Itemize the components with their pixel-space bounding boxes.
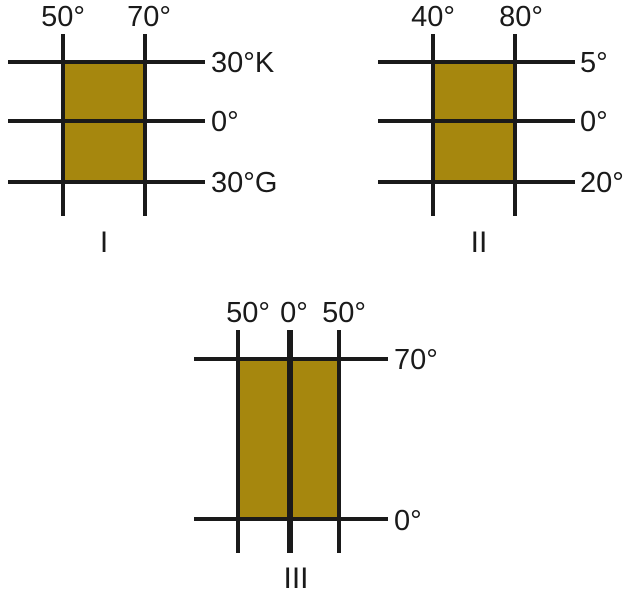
right-label: 0° [394, 505, 422, 537]
top-label: 50° [322, 297, 366, 329]
right-label: 70° [394, 344, 438, 376]
roman-label: III [283, 562, 308, 595]
roman-label: I [100, 226, 108, 259]
top-label: 0° [280, 297, 308, 329]
top-label: 80° [499, 1, 543, 33]
top-label: 40° [411, 1, 455, 33]
diagram-I: 50° 70° 30°K 0° 30°G I [8, 1, 277, 259]
top-label: 70° [127, 1, 171, 33]
right-label: 0° [211, 106, 239, 138]
right-label: 0° [580, 106, 608, 138]
top-label: 50° [41, 1, 85, 33]
diagram-III: 50° 0° 50° 70° 0° III [194, 297, 438, 595]
right-label: 5° [580, 47, 608, 79]
right-label: 30°G [211, 167, 277, 199]
right-label: 20° [580, 167, 624, 199]
right-label: 30°K [211, 47, 275, 79]
top-label: 50° [226, 297, 270, 329]
diagram-II: 40° 80° 5° 0° 20° II [378, 1, 624, 259]
roman-label: II [471, 226, 488, 259]
